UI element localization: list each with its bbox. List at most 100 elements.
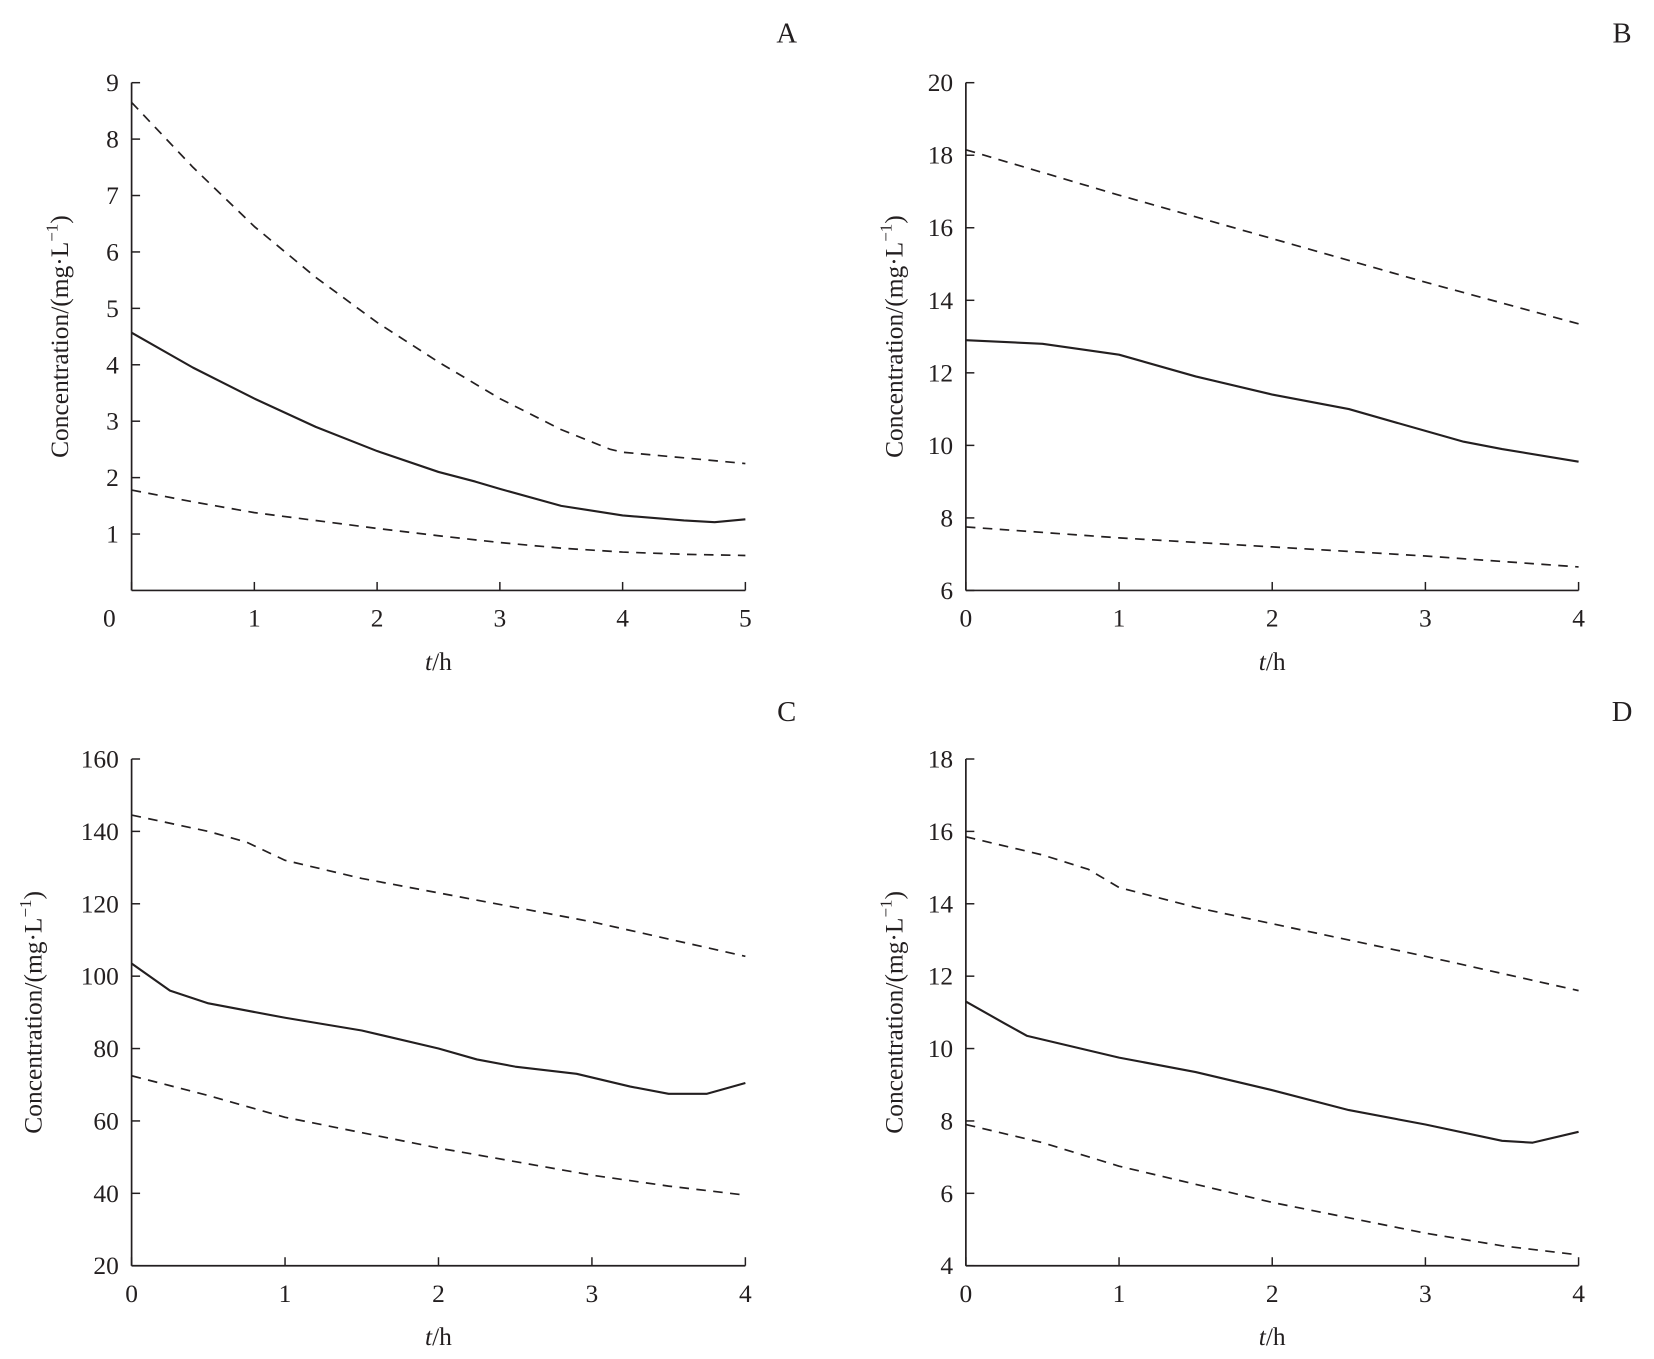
x-axis-label: t/h: [425, 1322, 452, 1351]
y-label-sup: −1: [42, 224, 61, 242]
series-median-line: [965, 1000, 1579, 1144]
x-tick-label: 0: [125, 1279, 138, 1308]
y-tick-label: 160: [81, 744, 119, 773]
y-axis-label: Concentration/(mg·L−1): [16, 891, 48, 1134]
y-tick-label: 14: [928, 889, 954, 918]
x-label-var: t: [425, 647, 433, 676]
y-tick-label: 7: [106, 181, 119, 210]
y-axis-label: Concentration/(mg·L−1): [42, 215, 74, 458]
panel-label: C: [777, 696, 796, 728]
x-tick-label: 0: [960, 1279, 973, 1308]
x-tick-label: 4: [616, 603, 629, 632]
y-tick-label: 1: [106, 520, 119, 549]
x-tick-label: 0: [103, 603, 116, 632]
x-label-var: t: [425, 1322, 433, 1351]
panel-A: A 0 1 2 3 4 5 1 2 3 4 5 6 7 8 9 t/h Concentration/(mg·L−1…: [42, 17, 797, 676]
x-tick-label: 1: [1113, 603, 1126, 632]
panel-label: D: [1612, 696, 1633, 728]
y-tick-label: 6: [106, 237, 119, 266]
series-upper-line: [130, 101, 746, 465]
x-axis-label: t/h: [1259, 1322, 1286, 1351]
y-tick-label: 16: [928, 817, 953, 846]
y-tick-label: 16: [928, 213, 953, 242]
y-tick-label: 8: [940, 503, 953, 532]
series-median-line: [131, 331, 746, 524]
series-upper-line: [965, 835, 1579, 992]
panel-B: B0 1 2 3 468101214161820t/hConcentration/(mg…: [877, 17, 1632, 676]
y-label-end: ): [879, 215, 908, 223]
x-tick-label: 3: [494, 603, 507, 632]
x-tick-label: 3: [586, 1279, 599, 1308]
y-tick-label: 40: [93, 1179, 118, 1208]
y-label-main: Concentration/(mg·L: [879, 242, 908, 458]
y-tick-label: 18: [928, 744, 953, 773]
y-label-main: Concentration/(mg·L: [18, 918, 47, 1134]
y-tick-label: 10: [928, 431, 953, 460]
y-tick-label: 3: [106, 407, 119, 436]
series-median-line: [130, 962, 746, 1095]
series-upper-line: [965, 148, 1579, 325]
x-tick-label: 2: [1266, 603, 1279, 632]
y-label-end: ): [45, 215, 74, 223]
y-tick-label: 12: [928, 358, 953, 387]
x-label-unit: /h: [1266, 1322, 1286, 1351]
y-tick-label: 140: [81, 817, 119, 846]
y-label-sup: −1: [877, 224, 896, 242]
y-tick-label: 80: [93, 1034, 118, 1063]
y-tick-label: 5: [106, 294, 119, 323]
y-tick-label: 20: [93, 1251, 118, 1280]
y-tick-label: 12: [928, 962, 953, 991]
x-tick-label: 2: [1266, 1279, 1279, 1308]
y-label-end: ): [879, 891, 908, 899]
x-tick-label: 1: [248, 603, 261, 632]
x-axis-label: t/h: [1259, 647, 1286, 676]
y-tick-label: 4: [940, 1251, 953, 1280]
series-lower-line: [965, 526, 1579, 568]
x-label-var: t: [1259, 647, 1267, 676]
y-tick-label: 60: [93, 1106, 118, 1135]
y-tick-label: 10: [928, 1034, 953, 1063]
y-tick-label: 6: [940, 1179, 953, 1208]
y-tick-label: 120: [81, 889, 119, 918]
y-label-main: Concentration/(mg·L: [879, 918, 908, 1134]
y-tick-label: 18: [928, 141, 953, 170]
series-lower-line: [965, 1123, 1579, 1256]
panel-label: A: [776, 17, 797, 49]
y-tick-label: 8: [106, 125, 119, 154]
y-tick-label: 20: [928, 68, 953, 97]
x-tick-label: 4: [1572, 603, 1585, 632]
series-lower-line: [131, 1074, 746, 1196]
y-label-sup: −1: [16, 899, 35, 917]
y-tick-label: 100: [81, 962, 119, 991]
series-upper-line: [131, 814, 746, 958]
x-tick-label: 2: [371, 603, 384, 632]
y-tick-label: 6: [940, 576, 953, 605]
y-axis-label: Concentration/(mg·L−1): [877, 891, 909, 1134]
x-label-unit: /h: [432, 1322, 452, 1351]
x-tick-label: 1: [1113, 1279, 1126, 1308]
x-label-unit: /h: [432, 647, 452, 676]
x-tick-label: 0: [960, 603, 973, 632]
y-tick-label: 8: [940, 1106, 953, 1135]
y-tick-label: 4: [106, 350, 119, 379]
series-median-line: [965, 339, 1579, 463]
y-tick-label: 2: [106, 463, 119, 492]
panel-label: B: [1612, 17, 1631, 49]
y-tick-label: 9: [106, 68, 119, 97]
y-label-end: ): [18, 891, 47, 899]
x-axis-label: t/h: [425, 647, 452, 676]
x-tick-label: 5: [739, 603, 752, 632]
y-tick-label: 14: [928, 286, 954, 315]
x-tick-label: 3: [1419, 603, 1432, 632]
x-tick-label: 4: [739, 1279, 752, 1308]
panel-C: C 0 1 2 3 4 20 40 60 80 100 120 140 160 t/h Concentrati…: [16, 696, 796, 1351]
series-lower-line: [131, 489, 746, 557]
x-tick-label: 1: [279, 1279, 292, 1308]
y-label-main: Concentration/(mg·L: [45, 242, 74, 458]
y-axis-label: Concentration/(mg·L−1): [877, 215, 909, 458]
x-tick-label: 3: [1419, 1279, 1432, 1308]
x-label-var: t: [1259, 1322, 1267, 1351]
panel-D: D0 1 2 3 44681012141618t/hConcentration/(mg·…: [877, 696, 1633, 1351]
x-tick-label: 4: [1572, 1279, 1585, 1308]
